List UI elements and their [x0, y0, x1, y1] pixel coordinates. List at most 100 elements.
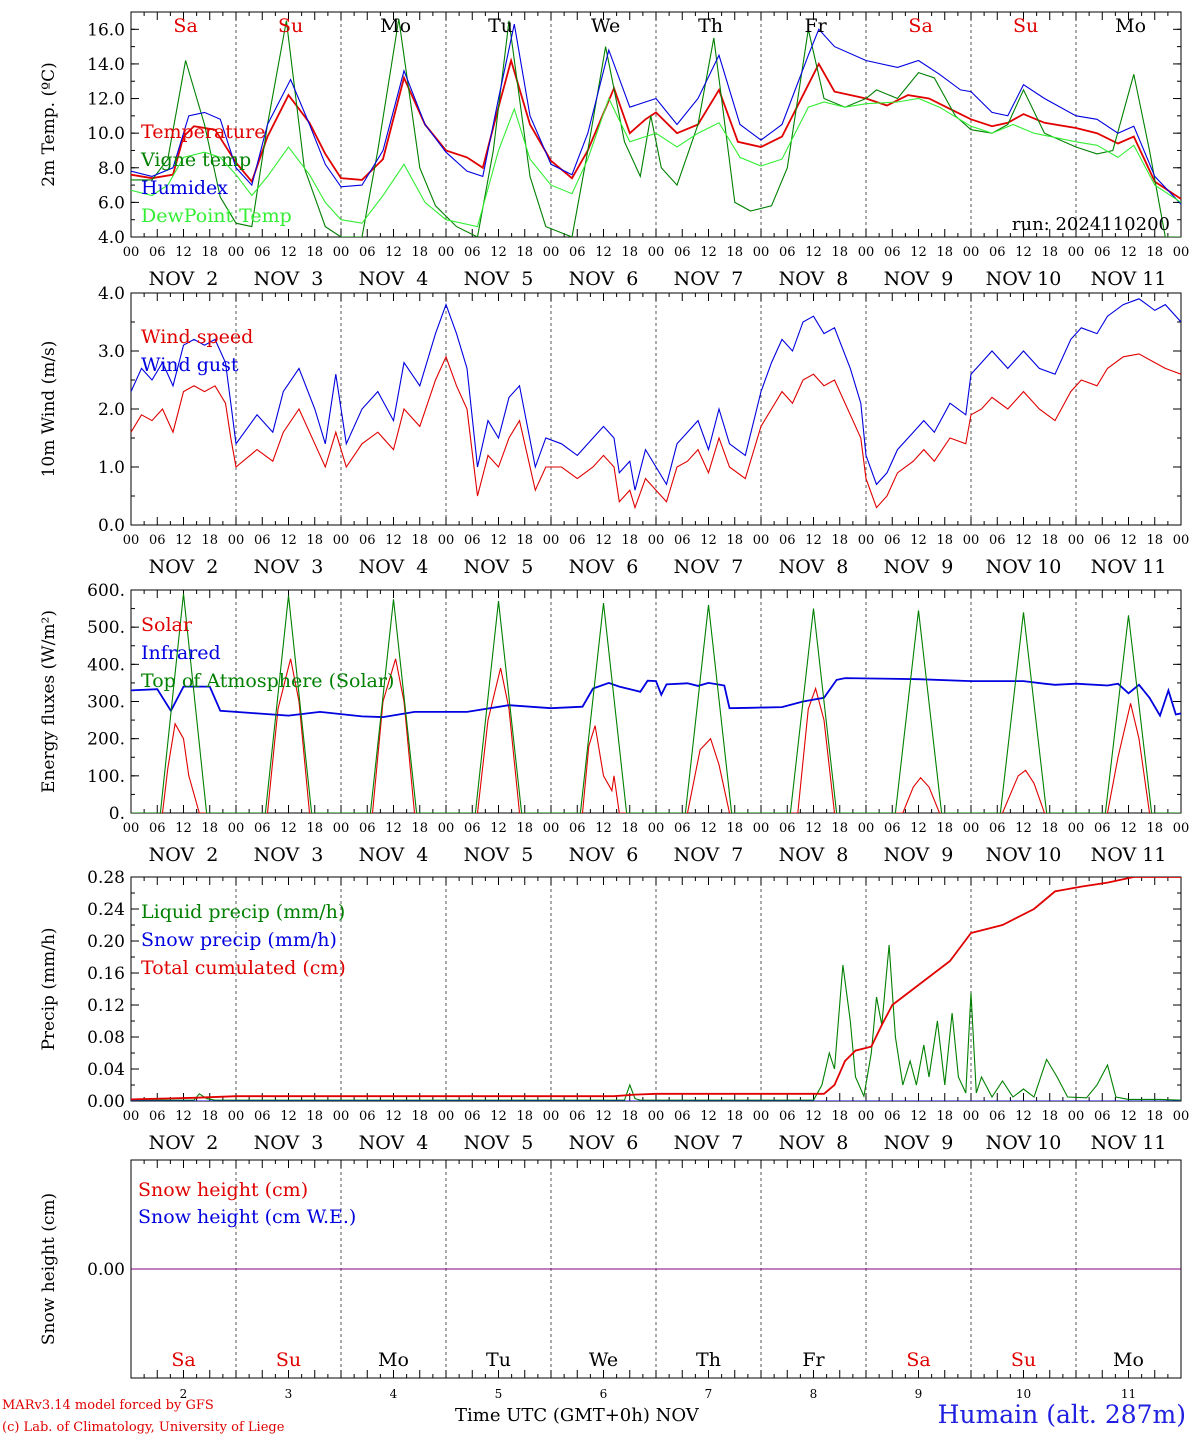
hour-tick-label: 18	[621, 533, 638, 548]
date-label: NOV 8	[779, 844, 849, 866]
hour-tick-label: 12	[1015, 245, 1032, 260]
y-axis-label: 2m Temp. (ºC)	[39, 62, 59, 187]
hour-tick-label: 06	[674, 245, 691, 260]
date-label: NOV 2	[149, 268, 219, 290]
day-label: Mo	[1113, 1349, 1144, 1371]
hour-tick-label: 12	[175, 245, 192, 260]
hour-tick-label: 12	[280, 245, 297, 260]
y-tick-label: 0.20	[87, 932, 125, 952]
y-tick-label: 1.0	[98, 458, 125, 478]
hour-tick-label: 12	[595, 821, 612, 836]
y-tick-label: 10.0	[87, 124, 125, 144]
hour-tick-label: 00	[858, 533, 875, 548]
date-label: NOV 2	[149, 556, 219, 578]
y-tick-label: 2.0	[98, 400, 125, 420]
hour-tick-label: 18	[621, 821, 638, 836]
hour-tick-label: 06	[464, 1109, 481, 1124]
y-tick-label: 4.0	[98, 228, 125, 248]
hour-tick-label: 06	[254, 1109, 271, 1124]
y-tick-label: 0.12	[87, 996, 125, 1016]
day-number-label: 2	[180, 1387, 188, 1401]
y-tick-label: 8.0	[98, 159, 125, 179]
hour-tick-label: 00	[543, 821, 560, 836]
hour-tick-label: 00	[1068, 821, 1085, 836]
hour-tick-label: 12	[700, 1109, 717, 1124]
hour-tick-label: 18	[411, 1109, 428, 1124]
hour-tick-label: 06	[359, 1109, 376, 1124]
y-tick-label: 200.	[87, 730, 125, 750]
date-label: NOV 8	[779, 1132, 849, 1154]
hour-tick-label: 18	[1041, 1109, 1058, 1124]
hour-tick-label: 00	[228, 533, 245, 548]
legend-entry: Wind gust	[141, 354, 239, 376]
day-label: Th	[696, 1349, 721, 1371]
legend-entry: Solar	[141, 614, 193, 636]
date-label: NOV 7	[674, 556, 744, 578]
hour-tick-label: 12	[595, 533, 612, 548]
hour-tick-label: 00	[963, 533, 980, 548]
date-label: NOV 8	[779, 268, 849, 290]
date-label: NOV 11	[1091, 1132, 1167, 1154]
day-label: Th	[698, 15, 723, 37]
date-label: NOV 5	[464, 844, 534, 866]
day-number-label: 4	[390, 1387, 398, 1401]
hour-tick-label: 00	[1068, 245, 1085, 260]
hour-tick-label: 06	[254, 533, 271, 548]
day-label: Sa	[908, 15, 932, 37]
date-label: NOV 9	[884, 556, 954, 578]
hour-tick-label: 06	[569, 1109, 586, 1124]
date-label: NOV 9	[884, 268, 954, 290]
hour-tick-label: 18	[411, 821, 428, 836]
legend-entry: Humidex	[141, 177, 228, 199]
hour-tick-label: 12	[700, 821, 717, 836]
y-tick-label: 400.	[87, 655, 125, 675]
hour-tick-label: 06	[149, 245, 166, 260]
hour-tick-label: 18	[831, 1109, 848, 1124]
day-label: Mo	[1115, 15, 1146, 37]
date-label: NOV 10	[986, 268, 1062, 290]
legend-entry: Wind speed	[141, 326, 253, 348]
series-line-top-of-atmosphere-solar	[131, 593, 1181, 813]
day-label: Su	[276, 1349, 301, 1371]
hour-tick-label: 06	[254, 821, 271, 836]
date-label: NOV 7	[674, 1132, 744, 1154]
y-tick-label: 300.	[87, 693, 125, 713]
date-label: NOV 6	[569, 1132, 639, 1154]
legend-entry: Liquid precip (mm/h)	[141, 901, 345, 923]
hour-tick-label: 06	[569, 245, 586, 260]
hour-tick-label: 18	[1146, 1109, 1163, 1124]
series-layer	[131, 298, 1181, 510]
hour-tick-label: 18	[1146, 245, 1163, 260]
hour-tick-label: 00	[648, 533, 665, 548]
hour-tick-label: 12	[805, 1109, 822, 1124]
date-label: NOV 2	[149, 844, 219, 866]
hour-tick-label: 06	[884, 245, 901, 260]
y-tick-label: 12.0	[87, 90, 125, 110]
hour-tick-label: 12	[385, 1109, 402, 1124]
x-axis-label: Time UTC (GMT+0h) NOV	[455, 1405, 699, 1426]
date-label: NOV 5	[464, 268, 534, 290]
y-tick-label: 0.08	[87, 1028, 125, 1048]
hour-tick-label: 18	[306, 1109, 323, 1124]
hour-tick-label: 06	[989, 245, 1006, 260]
day-number-label: 11	[1121, 1387, 1136, 1401]
date-label: NOV 9	[884, 1132, 954, 1154]
series-line-wind-speed	[131, 353, 1181, 510]
hour-tick-label: 00	[858, 821, 875, 836]
date-label: NOV 5	[464, 1132, 534, 1154]
hour-tick-label: 18	[516, 533, 533, 548]
hour-tick-label: 18	[831, 821, 848, 836]
hour-tick-label: 00	[438, 1109, 455, 1124]
hour-tick-label: 12	[595, 1109, 612, 1124]
lab-credit: (c) Lab. of Climatology, University of L…	[2, 1420, 285, 1435]
y-tick-label: 0.	[109, 804, 125, 824]
hour-tick-label: 00	[858, 1109, 875, 1124]
hour-tick-label: 06	[779, 533, 796, 548]
y-tick-label: 100.	[87, 767, 125, 787]
day-label: We	[591, 15, 620, 37]
y-axis-label: Precip (mm/h)	[39, 927, 59, 1050]
hour-tick-label: 00	[228, 1109, 245, 1124]
day-label: Mo	[378, 1349, 409, 1371]
date-label: NOV 9	[884, 844, 954, 866]
date-label: NOV 11	[1091, 844, 1167, 866]
